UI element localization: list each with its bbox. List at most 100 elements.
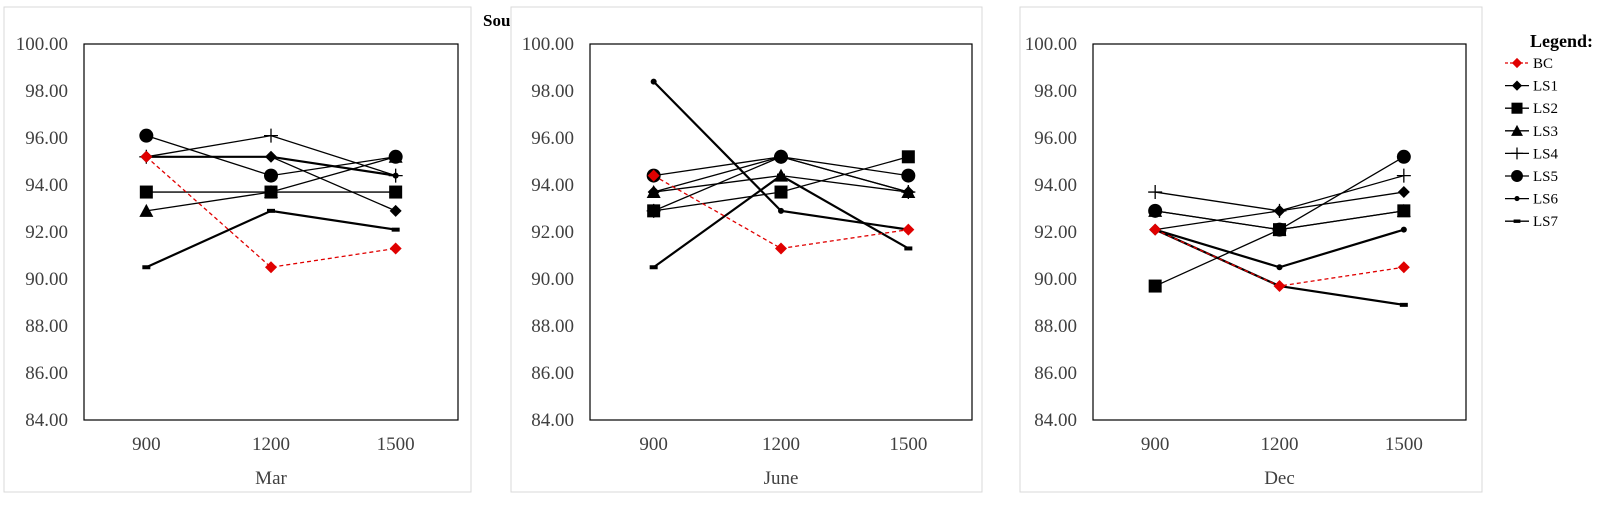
data-point-ls2 [901,150,915,164]
x-tick-label: 1500 [1385,434,1423,455]
data-point-ls5 [388,149,403,164]
y-tick-label: 94.00 [1034,175,1077,196]
legend-label: BC [1533,56,1553,72]
y-tick-label: 86.00 [531,363,574,384]
legend-entry-ls4: LS4 [1505,146,1559,162]
y-tick-label: 86.00 [25,363,68,384]
data-point-ls1 [1397,186,1410,199]
legend-entry-ls2: LS2 [1505,101,1558,117]
series-ls5 [1148,149,1411,237]
y-tick-label: 96.00 [25,128,68,149]
data-point-ls6 [392,172,399,179]
data-point-ls3 [1396,203,1411,217]
x-tick-label: 1200 [1261,434,1299,455]
series-ls7 [142,208,400,270]
data-point-bc [140,150,153,163]
data-point-ls6 [778,207,784,214]
data-point-ls5 [139,128,154,143]
y-tick-label: 86.00 [1034,363,1077,384]
data-point-ls4 [1396,168,1411,183]
data-point-ls2 [774,185,788,199]
data-point-ls2 [389,185,403,199]
data-point-ls5 [901,168,916,183]
y-tick-label: 98.00 [1034,81,1077,102]
data-point-ls3 [646,185,661,199]
data-point-bc [775,242,787,255]
legend-label: LS7 [1533,214,1559,230]
y-tick-label: 88.00 [1034,316,1077,337]
y-tick-label: 94.00 [25,175,68,196]
data-point-ls5 [1272,222,1287,237]
data-point-bc [265,261,277,274]
legend-marker [1511,57,1523,69]
series-ls5 [139,128,403,183]
legend-marker [1511,124,1523,136]
x-axis-title: June [764,468,799,489]
y-tick-label: 84.00 [531,410,574,431]
y-tick-label: 96.00 [531,128,574,149]
data-point-ls6 [1400,226,1407,233]
legend-entry-ls5: LS5 [1505,169,1558,185]
panel-mar: 84.00 86.00 88.00 90.00 92.00 94.00 96.00 98.00… [3,6,472,493]
legend-marker [1511,102,1523,114]
plot-border [589,43,973,421]
legend-marker [1513,219,1521,223]
series-bc [1149,223,1410,293]
y-tick-label: 84.00 [25,410,68,431]
legend-title: Legend: [1530,31,1593,51]
data-point-ls6 [1276,264,1283,271]
data-point-ls5 [1148,203,1163,218]
y-tick-label: 92.00 [531,222,574,243]
y-tick-label: 84.00 [1034,410,1077,431]
plot-border [83,43,459,421]
data-point-ls1 [389,204,402,217]
legend-marker [1514,196,1520,202]
legend-entries: BC LS1 LS2 LS3 LS4 LS5 LS6 LS7 [1505,56,1559,230]
data-point-ls7 [391,227,400,232]
data-point-bc [902,223,915,236]
data-point-ls3 [139,203,154,217]
data-point-ls6 [650,78,657,85]
y-tick-label: 98.00 [25,81,68,102]
y-tick-label: 100.00 [1025,34,1077,55]
data-point-bc [647,169,660,182]
series-ls7 [649,173,913,270]
data-point-ls7 [777,173,785,178]
legend-entry-bc: BC [1505,56,1553,72]
x-tick-label: 1200 [762,434,800,455]
legend-label: LS5 [1533,169,1558,185]
legend: Legend: BC LS1 LS2 LS3 LS4 LS5 LS6 LS7 [1505,31,1593,230]
x-tick-label: 1200 [252,434,290,455]
data-point-ls7 [1399,302,1408,307]
series-ls4 [1148,168,1411,218]
data-point-bc [1397,261,1410,274]
series-bc [140,150,402,274]
y-tick-label: 88.00 [25,316,68,337]
legend-label: LS4 [1533,146,1559,162]
legend-marker [1511,170,1523,182]
y-tick-label: 92.00 [25,222,68,243]
y-tick-label: 92.00 [1034,222,1077,243]
series-line-bc [653,175,909,250]
legend-label: LS2 [1533,101,1558,117]
legend-label: LS1 [1533,79,1558,95]
legend-entry-ls6: LS6 [1505,192,1559,208]
data-point-ls4 [1148,185,1163,200]
y-tick-label: 90.00 [531,269,574,290]
data-point-ls7 [267,208,275,213]
data-point-ls3 [264,185,278,199]
data-point-ls4 [646,203,661,218]
data-point-ls2 [139,185,153,199]
data-point-ls7 [649,265,658,270]
panel-june: 84.00 86.00 88.00 90.00 92.00 94.00 96.00 98.00… [510,6,983,493]
y-tick-label: 100.00 [16,34,68,55]
data-point-ls2 [1148,279,1162,293]
panel-dec: 84.00 86.00 88.00 90.00 92.00 94.00 96.00 98.00… [1019,6,1483,493]
y-tick-label: 96.00 [1034,128,1077,149]
y-tick-label: 100.00 [522,34,574,55]
x-axis-title: Dec [1264,468,1295,489]
legend-label: LS6 [1533,192,1559,208]
y-tick-label: 88.00 [531,316,574,337]
legend-marker [1511,80,1523,91]
